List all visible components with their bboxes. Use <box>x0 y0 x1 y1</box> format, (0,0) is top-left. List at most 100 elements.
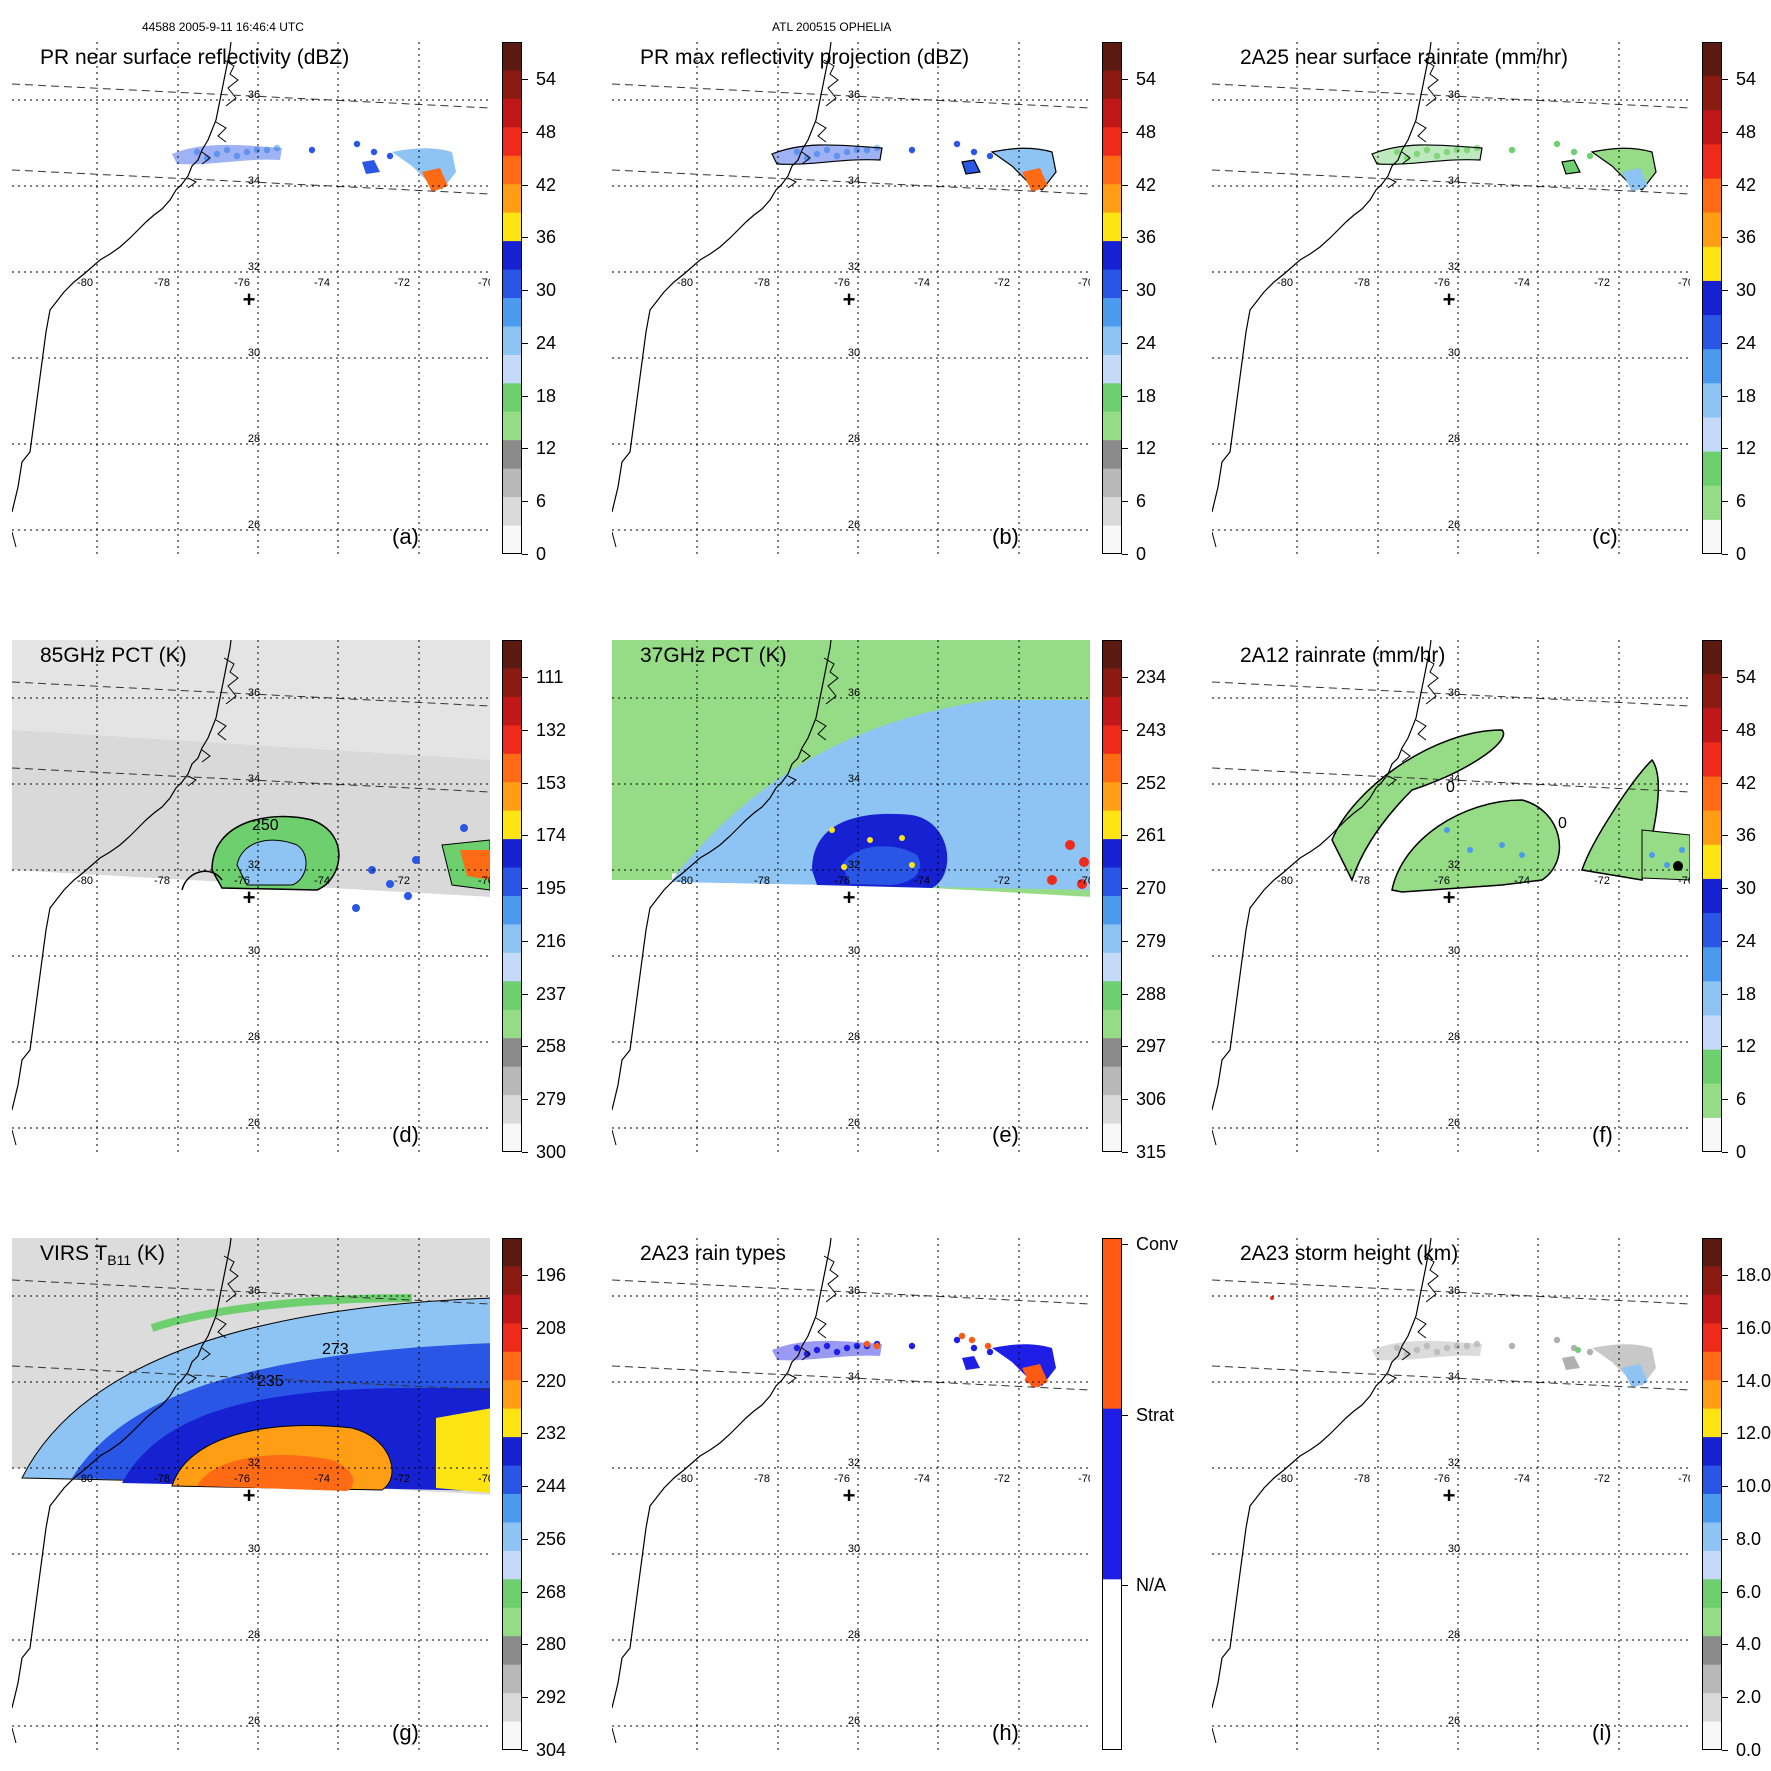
colorbar-tick <box>1122 237 1128 239</box>
rain-cell <box>1443 148 1451 156</box>
lat-label: 36 <box>1448 89 1460 101</box>
colorbar-segment <box>502 924 522 954</box>
cloud-edge-band <box>150 1294 413 1332</box>
colorbar-f <box>1702 640 1722 1152</box>
warm-emission-pixel <box>899 835 905 841</box>
rain-cell <box>1423 146 1431 154</box>
colorbar-segment <box>1102 668 1122 698</box>
lat-label: 30 <box>1448 1543 1460 1555</box>
colorbar-label: 234 <box>1136 667 1167 687</box>
colorbar-label: 6 <box>1136 491 1147 512</box>
panel-tag: (d) <box>392 1122 419 1147</box>
rain-cell <box>253 146 261 154</box>
colorbar-label: 261 <box>1136 825 1167 846</box>
colorbar-label: 16.0 <box>1736 1317 1771 1338</box>
colorbar-tick <box>522 940 528 942</box>
colorbar-label: 48 <box>536 121 557 142</box>
colorbar-tick <box>522 729 528 731</box>
colorbar-segment <box>502 440 522 470</box>
colorbar-tick <box>1122 554 1128 555</box>
colorbar-tick <box>522 1644 528 1646</box>
rain-cell <box>1508 1342 1516 1350</box>
colorbar-segment <box>1702 1380 1722 1410</box>
colorbar-tick <box>1722 237 1728 239</box>
map-panel-f: 0 0 -80 -78 -76 -74 -72 -70 36 34 32 30 28 26 +2A12 ra… <box>1212 640 1690 1152</box>
lon-label: -80 <box>77 1473 93 1485</box>
lat-label: 28 <box>248 1031 260 1043</box>
colorbar-segment <box>1102 269 1122 299</box>
rain-cell <box>1413 1346 1421 1354</box>
lon-label: -70 <box>1678 277 1690 289</box>
colorbar-label: 252 <box>1136 772 1167 793</box>
lat-label: 32 <box>248 261 260 273</box>
colorbar-tick <box>1122 395 1128 397</box>
colorbar-segment <box>1702 315 1722 350</box>
panel-tag: (h) <box>992 1720 1019 1745</box>
panel-tag: (f) <box>1592 1122 1613 1147</box>
rain-cell <box>1433 1348 1441 1356</box>
colorbar-segment <box>502 896 522 926</box>
rain-core-inner <box>842 846 921 885</box>
rain-cell <box>863 146 871 154</box>
lon-label: -72 <box>994 1473 1010 1485</box>
colorbar-label: 30 <box>536 280 557 301</box>
coastline-detail <box>612 531 617 548</box>
colorbar-label: 304 <box>536 1740 567 1760</box>
swath-edge <box>612 169 1090 195</box>
colorbar-label: 6 <box>536 491 547 512</box>
colorbar-label: 280 <box>536 1634 567 1655</box>
colorbar-segment <box>502 696 522 726</box>
colorbar-segment <box>1102 1038 1122 1068</box>
panel-tag: (b) <box>992 524 1019 549</box>
lon-label: -74 <box>314 277 330 289</box>
colorbar-segment <box>502 468 522 498</box>
colorbar-segment <box>1702 212 1722 248</box>
panel-title: PR near surface reflectivity (dBZ) <box>40 46 349 69</box>
data-field <box>172 140 456 192</box>
rain-cell <box>213 150 221 158</box>
colorbar-frame <box>1102 42 1122 554</box>
colorbar-d <box>502 640 522 1152</box>
colorbar-tick <box>522 237 528 239</box>
coastline-detail <box>787 1255 839 1385</box>
rain-band <box>1371 144 1483 165</box>
coastline-detail <box>1212 1727 1217 1744</box>
colorbar-segment <box>502 753 522 783</box>
colorbar-tick <box>1722 782 1728 784</box>
rain-cell <box>1553 1336 1561 1344</box>
colorbar-segment <box>1702 383 1722 419</box>
lat-label: 32 <box>248 1457 260 1469</box>
colorbar-tick <box>1122 1244 1128 1245</box>
colorbar-segment <box>502 1238 522 1268</box>
lon-label: -78 <box>154 875 170 887</box>
colorbar-segment <box>1702 519 1722 554</box>
lat-label: 28 <box>248 433 260 445</box>
coastline-detail <box>187 1255 239 1385</box>
lat-label: 36 <box>848 1285 860 1297</box>
colorbar-segment <box>1702 1465 1722 1495</box>
colorbar-segment <box>502 810 522 840</box>
data-field <box>12 1238 490 1495</box>
coastline-detail <box>1387 1255 1439 1385</box>
lat-label: 26 <box>848 1715 860 1727</box>
panel-title: 37GHz PCT (K) <box>640 644 787 667</box>
lon-label: -70 <box>478 277 490 289</box>
intense-cell <box>1622 1364 1648 1388</box>
colorbar-label: 54 <box>1136 69 1157 89</box>
contour-label: 0 <box>1558 815 1567 832</box>
rain-cell <box>1393 1344 1401 1352</box>
lon-label: -80 <box>1277 277 1293 289</box>
colorbar-segment <box>502 839 522 869</box>
storm-center-marker: + <box>843 885 856 910</box>
lon-label: -72 <box>994 875 1010 887</box>
colorbar-segment <box>1702 913 1722 948</box>
colorbar-tick <box>1722 1433 1728 1435</box>
heavy-rain-pixel <box>1649 852 1655 858</box>
rain-cell <box>813 1346 821 1354</box>
lat-label: 28 <box>1448 1629 1460 1641</box>
colorbar-tick <box>522 835 528 837</box>
map-panel-h: -80 -78 -76 -74 -72 -70 36 34 32 30 28 26 +2A23 rain… <box>612 1238 1090 1750</box>
rain-cell <box>193 148 201 156</box>
swath-edge <box>12 1279 490 1305</box>
colorbar-segment <box>1702 42 1722 77</box>
